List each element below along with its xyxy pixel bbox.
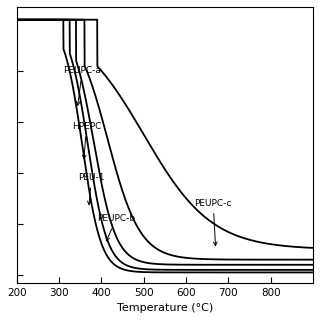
X-axis label: Temperature (°C): Temperature (°C) <box>117 303 213 313</box>
Text: PEU-1: PEU-1 <box>78 173 105 205</box>
Text: PEUPC-c: PEUPC-c <box>195 199 232 245</box>
Text: PEUPC-b: PEUPC-b <box>97 214 135 241</box>
Text: HPEPC: HPEPC <box>72 123 101 159</box>
Text: PEUPC-a: PEUPC-a <box>63 66 101 105</box>
